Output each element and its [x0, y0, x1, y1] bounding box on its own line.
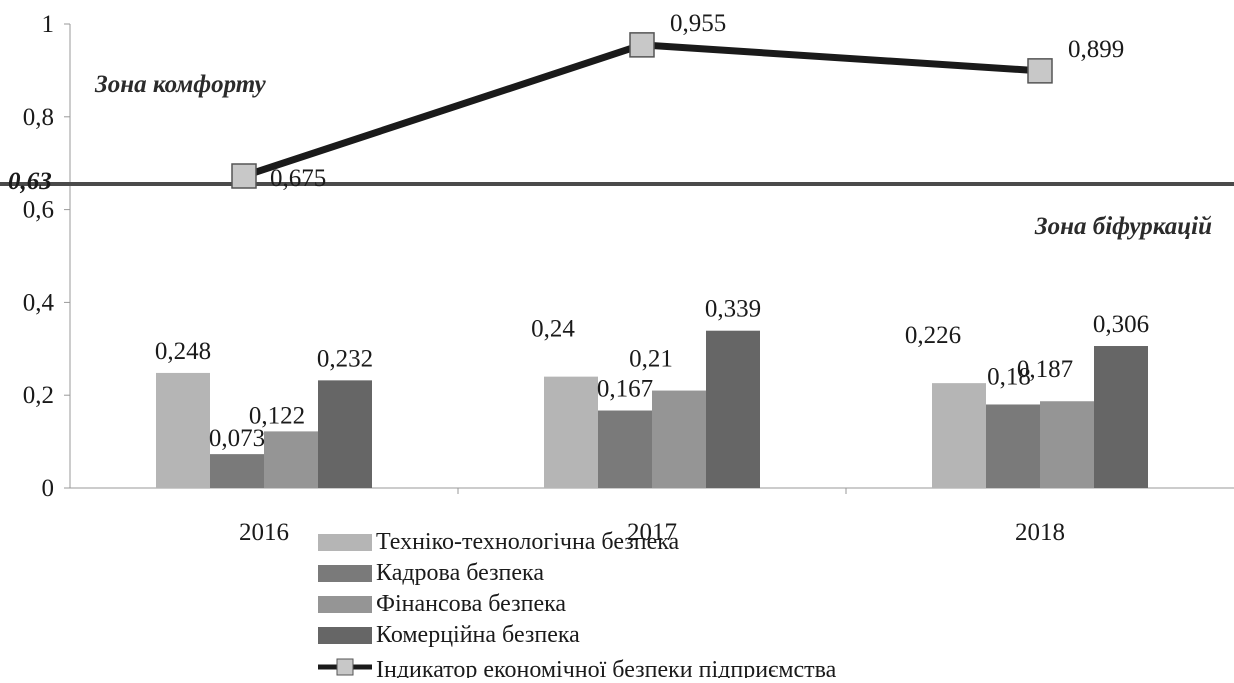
- indicator-marker: [1027, 58, 1053, 84]
- bar-2016-series-1: [156, 372, 210, 488]
- legend-swatch-2: [318, 565, 372, 582]
- bar-2016-series-2: [210, 454, 264, 488]
- bar-2018-series-1: [932, 383, 986, 488]
- threshold-label: 0,63: [8, 168, 52, 195]
- bar-2017-series-3: [652, 390, 706, 488]
- bar-2017-series-4: [706, 330, 760, 488]
- bar-2018-series-2: [986, 404, 1040, 488]
- legend-label: Фінансова безпека: [376, 591, 566, 617]
- indicator-data-label: 0,899: [1068, 36, 1124, 63]
- bar-data-label: 0,167: [597, 376, 653, 403]
- bar-data-label: 0,306: [1093, 311, 1149, 338]
- x-tick-label: 2018: [1015, 519, 1065, 546]
- y-tick-label: 0,4: [23, 289, 55, 316]
- indicator-line: [242, 41, 1041, 180]
- bar-data-label: 0,122: [249, 402, 305, 429]
- legend-label: Індикатор економічної безпеки підприємст…: [376, 657, 837, 678]
- bar-2017-series-2: [598, 410, 652, 488]
- y-tick-label: 1: [42, 11, 55, 38]
- legend-swatch-1: [318, 534, 372, 551]
- bar-2016-series-3: [264, 431, 318, 488]
- bar-data-label: 0,248: [155, 338, 211, 365]
- legend-label: Техніко-технологічна безпека: [376, 529, 680, 555]
- bifurcation-zone-label: Зона біфуркацій: [1034, 213, 1212, 240]
- x-tick-label: 2016: [239, 519, 289, 546]
- y-tick-label: 0,2: [23, 382, 54, 409]
- bar-data-label: 0,339: [705, 296, 761, 323]
- bar-data-label: 0,18: [987, 363, 1031, 390]
- bar-data-label: 0,21: [629, 346, 673, 373]
- legend-line-marker: [336, 658, 354, 676]
- y-tick-label: 0,6: [23, 197, 54, 224]
- x-tick-label: 2017: [627, 519, 677, 546]
- bar-data-label: 0,226: [905, 322, 961, 349]
- indicator-data-label: 0,955: [670, 10, 726, 37]
- legend-swatch-4: [318, 627, 372, 644]
- indicator-data-label: 0,675: [270, 165, 326, 192]
- y-tick-label: 0: [42, 475, 55, 502]
- legend-label: Комерційна безпека: [376, 622, 580, 648]
- bar-2018-series-3: [1040, 401, 1094, 488]
- comfort-zone-label: Зона комфорту: [94, 71, 267, 98]
- bar-data-label: 0,073: [209, 425, 265, 452]
- bar-data-label: 0,232: [317, 345, 373, 372]
- legend-label: Кадрова безпека: [376, 560, 544, 586]
- indicator-marker: [231, 163, 257, 189]
- bar-data-label: 0,187: [1017, 356, 1073, 383]
- bar-2016-series-4: [318, 380, 372, 488]
- y-tick-label: 0,8: [23, 104, 54, 131]
- bar-2017-series-1: [544, 376, 598, 488]
- indicator-marker: [629, 32, 655, 58]
- bar-data-label: 0,24: [531, 316, 575, 343]
- bar-2018-series-4: [1094, 346, 1148, 488]
- legend-swatch-3: [318, 596, 372, 613]
